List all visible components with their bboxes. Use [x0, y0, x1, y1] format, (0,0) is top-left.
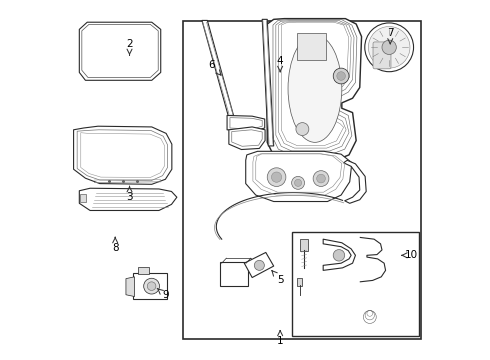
FancyBboxPatch shape [133, 273, 167, 300]
Text: 6: 6 [209, 60, 221, 75]
Ellipse shape [288, 35, 342, 142]
Circle shape [144, 278, 159, 294]
Polygon shape [323, 239, 355, 270]
Polygon shape [245, 151, 352, 202]
Circle shape [147, 282, 156, 291]
Circle shape [292, 176, 304, 189]
Circle shape [254, 260, 265, 270]
Polygon shape [267, 19, 362, 160]
FancyBboxPatch shape [300, 239, 309, 251]
Circle shape [365, 23, 414, 72]
Circle shape [337, 72, 345, 80]
Polygon shape [138, 267, 149, 274]
Text: 7: 7 [387, 28, 393, 44]
Bar [293, 232, 418, 336]
Circle shape [271, 172, 282, 182]
Text: 8: 8 [112, 237, 119, 253]
Polygon shape [79, 188, 177, 211]
Circle shape [333, 249, 344, 261]
Circle shape [296, 123, 309, 135]
FancyBboxPatch shape [296, 278, 302, 286]
Polygon shape [245, 252, 274, 278]
Text: 9: 9 [157, 288, 169, 301]
Text: 1: 1 [277, 330, 283, 346]
Text: 10: 10 [402, 250, 418, 260]
Polygon shape [202, 21, 234, 116]
Polygon shape [79, 22, 161, 80]
Circle shape [333, 68, 349, 84]
Polygon shape [227, 116, 265, 132]
Text: 3: 3 [126, 186, 133, 202]
Bar [183, 21, 421, 339]
Polygon shape [229, 127, 265, 149]
Polygon shape [126, 277, 135, 297]
Polygon shape [74, 126, 172, 184]
Bar [80, 194, 87, 202]
Circle shape [368, 27, 410, 68]
Circle shape [382, 40, 396, 54]
Polygon shape [262, 19, 274, 146]
Circle shape [294, 179, 302, 186]
Text: 4: 4 [277, 56, 283, 72]
Circle shape [313, 171, 329, 186]
Text: 5: 5 [272, 271, 283, 285]
Text: 2: 2 [126, 40, 133, 55]
FancyBboxPatch shape [220, 262, 247, 286]
FancyBboxPatch shape [373, 42, 391, 69]
Circle shape [267, 168, 286, 186]
Circle shape [317, 174, 325, 183]
FancyBboxPatch shape [296, 33, 326, 59]
Polygon shape [343, 160, 366, 203]
